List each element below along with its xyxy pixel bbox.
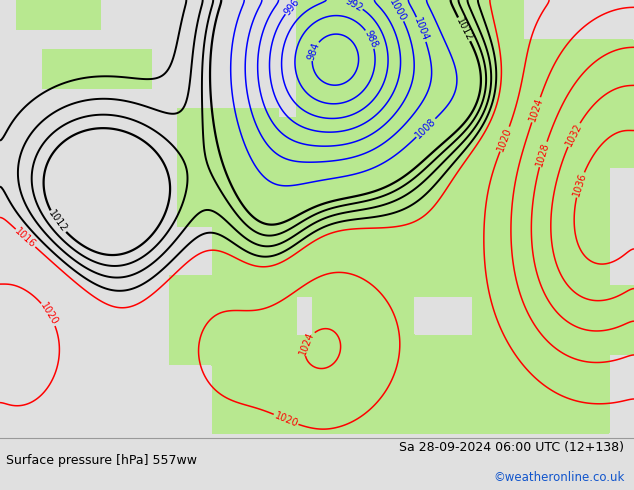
Text: 984: 984 (306, 41, 321, 61)
Text: 1012: 1012 (46, 209, 69, 235)
Text: 996: 996 (282, 0, 302, 17)
Text: 1032: 1032 (564, 122, 584, 148)
Text: 1000: 1000 (387, 0, 408, 23)
Text: 1020: 1020 (39, 301, 60, 327)
Text: 1024: 1024 (527, 97, 545, 123)
Text: 1012: 1012 (454, 16, 474, 43)
Text: Surface pressure [hPa] 557ww: Surface pressure [hPa] 557ww (6, 454, 197, 467)
Text: 1024: 1024 (297, 330, 316, 356)
Text: 1008: 1008 (413, 116, 438, 140)
Text: Sa 28-09-2024 06:00 UTC (12+138): Sa 28-09-2024 06:00 UTC (12+138) (399, 441, 624, 454)
Text: 1020: 1020 (496, 126, 514, 152)
Text: ©weatheronline.co.uk: ©weatheronline.co.uk (493, 471, 624, 484)
Text: 1016: 1016 (13, 226, 38, 250)
Text: 1028: 1028 (534, 141, 552, 168)
Text: 1036: 1036 (571, 172, 588, 198)
Text: 1004: 1004 (413, 16, 430, 43)
Text: 1020: 1020 (273, 410, 299, 429)
Text: 988: 988 (362, 29, 379, 49)
Text: 992: 992 (343, 0, 365, 13)
